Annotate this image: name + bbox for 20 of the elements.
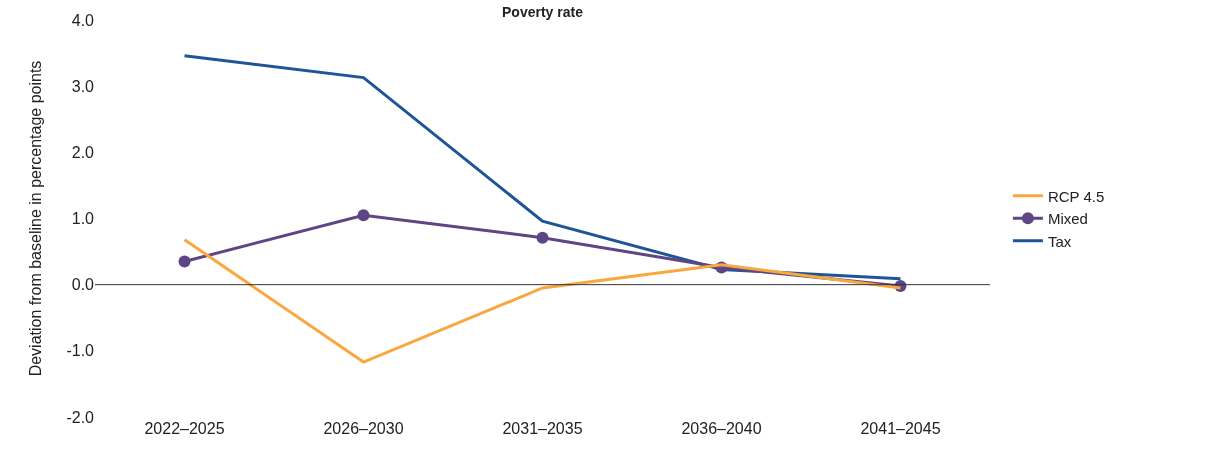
- legend-label: Mixed: [1047, 210, 1088, 228]
- x-tick-label: 2022–2025: [144, 420, 225, 437]
- chart-title: Poverty rate: [502, 3, 584, 20]
- x-tick-label: 2041–2045: [860, 420, 941, 437]
- y-tick-label: 3.0: [71, 77, 95, 95]
- y-tick-label: 2.0: [71, 143, 95, 161]
- y-tick-label: 0.0: [71, 276, 95, 294]
- y-tick-label: -1.0: [66, 342, 95, 360]
- y-tick-label: 4.0: [71, 11, 95, 29]
- legend-label: RCP 4.5: [1047, 187, 1105, 205]
- y-tick-label: -2.0: [66, 408, 95, 426]
- point: [357, 209, 370, 222]
- point: [178, 255, 191, 268]
- x-tick-label: 2031–2035: [502, 420, 583, 437]
- y-tick-label: 1.0: [71, 210, 95, 228]
- x-tick-label: 2036–2040: [681, 420, 762, 437]
- legend-label: Tax: [1047, 232, 1072, 250]
- x-tick-label: 2026–2030: [323, 420, 404, 437]
- point: [536, 231, 549, 244]
- y-axis-title: Deviation from baseline in percentage points: [27, 60, 45, 377]
